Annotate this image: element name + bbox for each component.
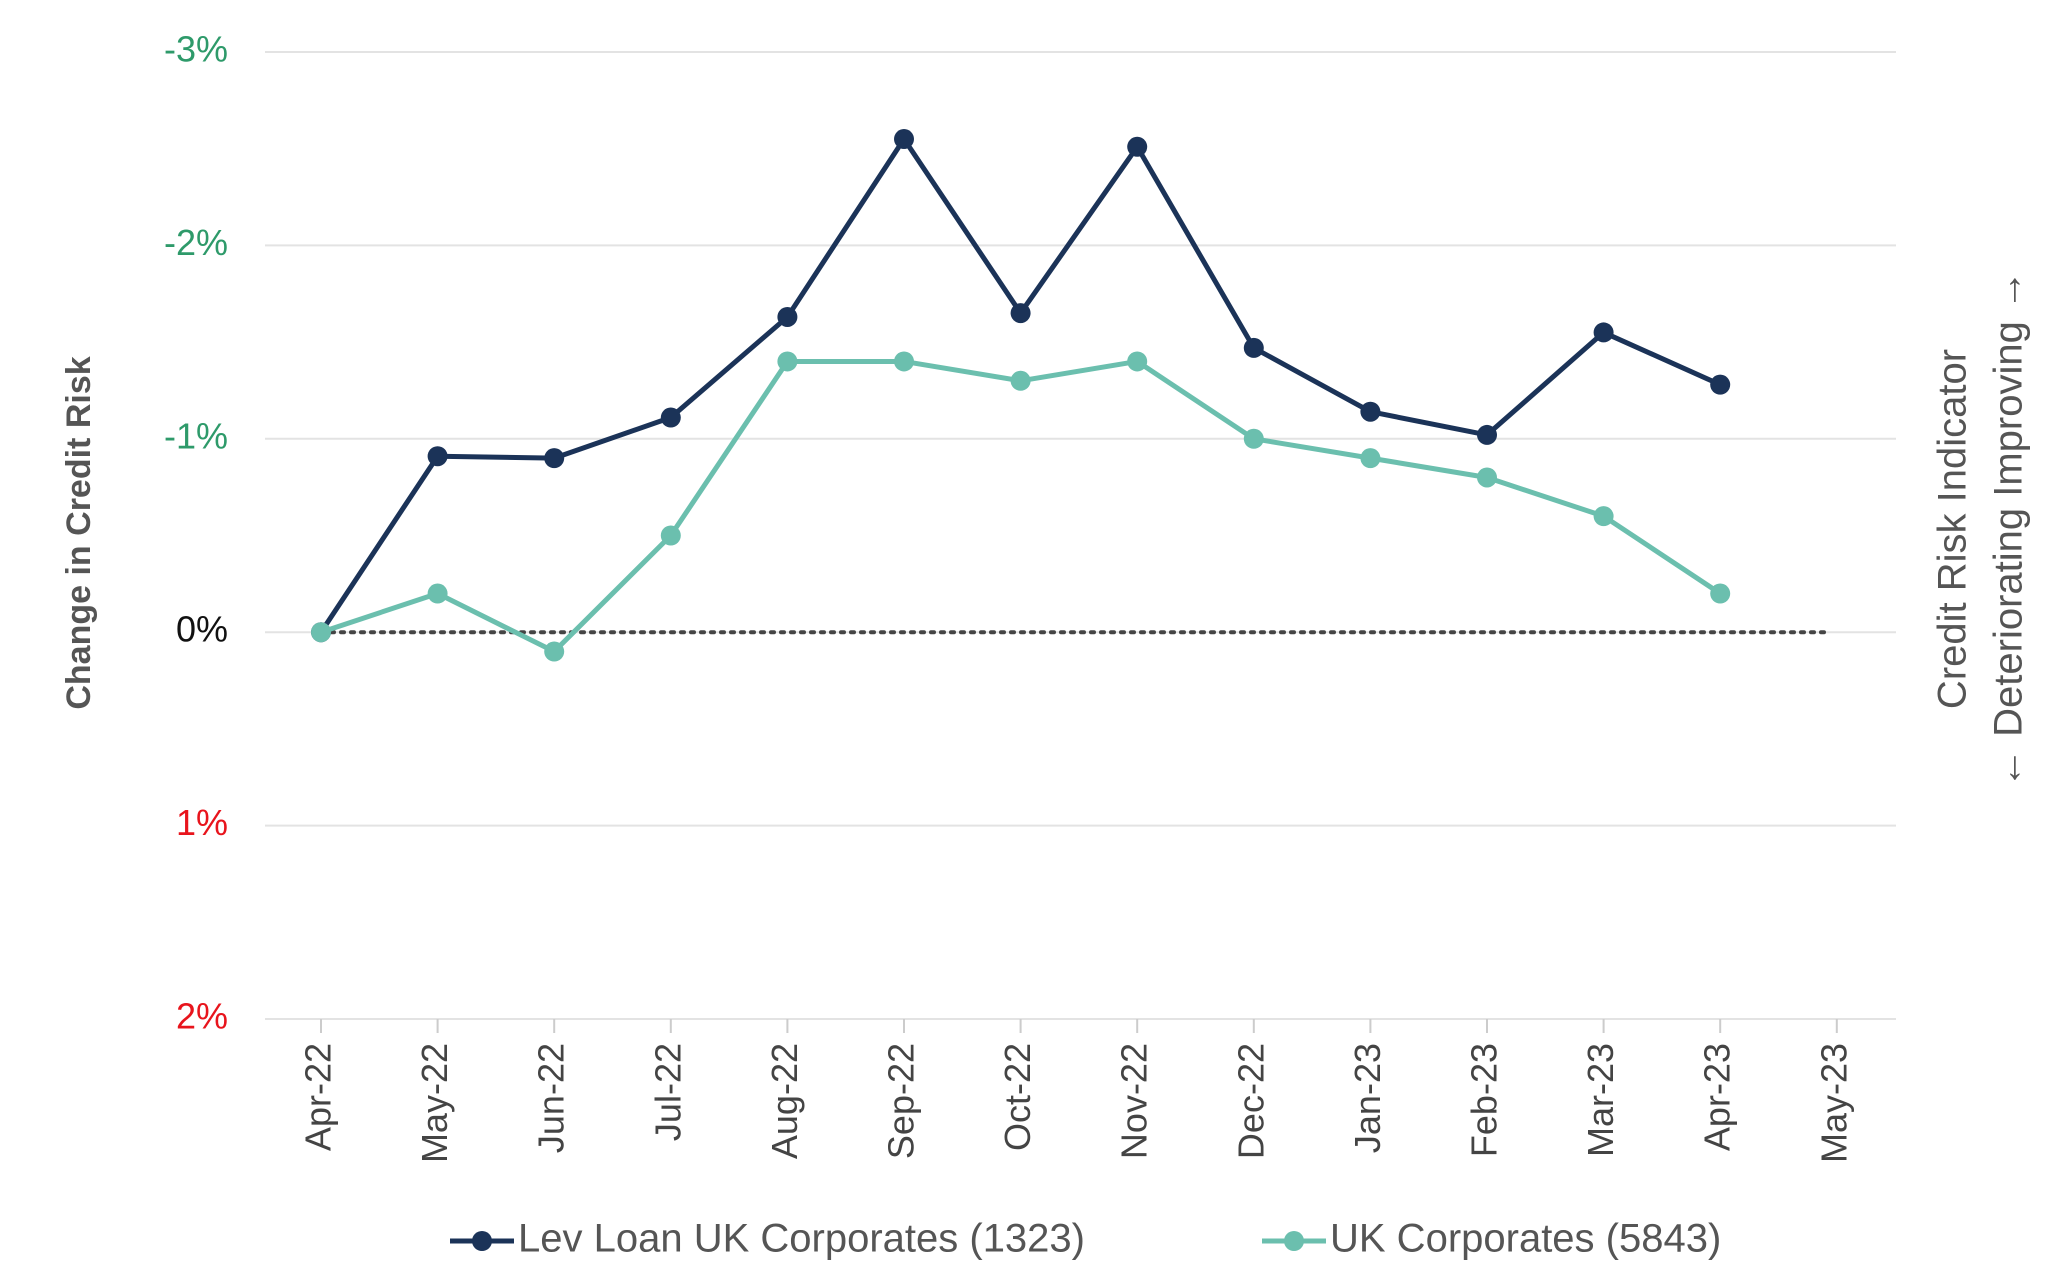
point [894,351,914,372]
point [777,306,798,327]
y-tick-label: -1% [164,415,228,456]
point [1593,506,1614,527]
x-tick-label: Dec-22 [1230,1043,1271,1159]
point [1477,424,1497,445]
x-tick-label: Feb-23 [1464,1043,1505,1157]
x-tick-label: Oct-22 [997,1043,1038,1151]
y-tick-label: -3% [164,29,228,70]
point [1127,351,1148,372]
x-tick-label: Jun-22 [531,1043,572,1153]
right-label: Credit Risk Indicator [1931,349,1975,709]
y-tick-label: -2% [164,222,228,263]
x-tick-label: Mar-23 [1580,1043,1621,1157]
x-tick-label: Sep-22 [881,1043,922,1159]
x-tick-label: Jul-22 [647,1043,688,1141]
legend-label: Lev Loan UK Corporates (1323) [518,1217,1085,1261]
point [894,129,914,150]
point [777,351,798,372]
legend-marker [472,1231,492,1251]
point [660,407,681,428]
legend-marker [1284,1231,1304,1251]
point [1360,448,1381,469]
y-tick-label: 2% [176,996,228,1037]
y-tick-label: 0% [176,609,228,650]
point [660,525,681,546]
x-tick-label: Apr-22 [298,1043,339,1151]
point [1243,428,1264,449]
point [1127,136,1148,157]
point [1010,303,1031,324]
y-tick-label: 1% [176,802,228,843]
point [1710,374,1731,395]
x-tick-label: Jan-23 [1347,1043,1388,1153]
x-tick-label: May-23 [1813,1043,1854,1163]
x-tick-label: Apr-23 [1697,1043,1738,1151]
x-tick-label: Aug-22 [764,1043,805,1159]
point [427,583,448,604]
y-axis-title: Change in Credit Risk [60,356,98,709]
point [1710,583,1731,604]
point [311,622,331,643]
right-direction: ← Deteriorating Improving → [1987,270,2031,788]
legend-label: UK Corporates (5843) [1330,1217,1721,1261]
x-tick-label: Nov-22 [1114,1043,1155,1159]
x-tick-label: May-22 [414,1043,455,1163]
point [427,446,448,467]
point [1360,401,1381,422]
point [1243,337,1264,358]
point [544,448,565,469]
point [1593,322,1614,343]
point [544,641,565,662]
point [1010,370,1031,391]
point [1477,467,1497,488]
series-line [320,358,1722,655]
